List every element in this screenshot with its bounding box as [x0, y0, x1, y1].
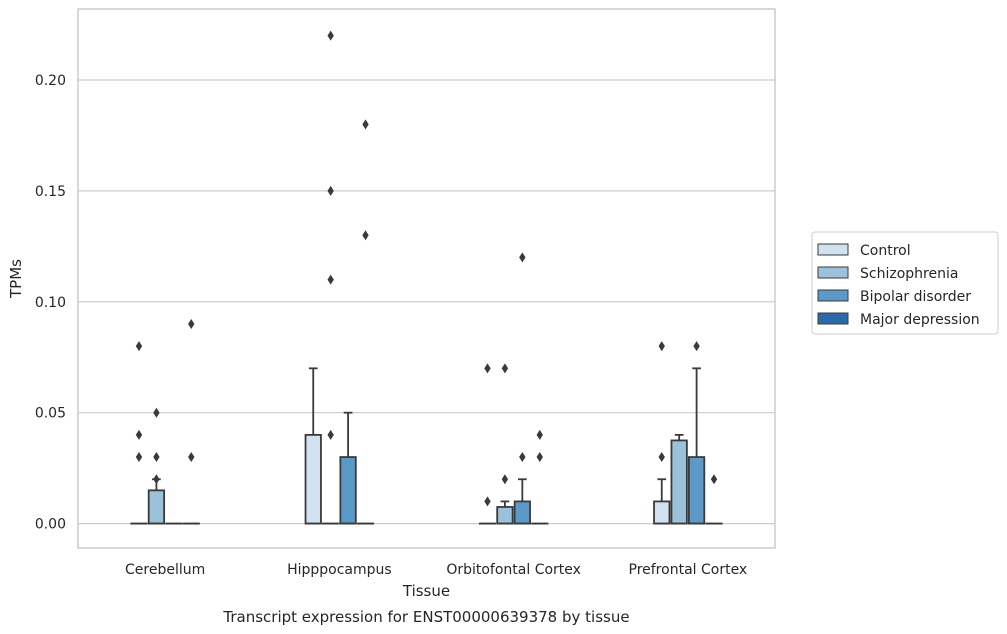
- legend-label: Control: [860, 243, 911, 259]
- outlier-point: [153, 407, 160, 418]
- outlier-point: [501, 363, 509, 374]
- outlier-point: [362, 230, 369, 241]
- box-schizophrenia: [147, 407, 166, 525]
- outlier-point: [536, 452, 543, 463]
- box-schizophrenia: [670, 433, 688, 525]
- outlier-point: [536, 429, 543, 440]
- legend-label: Major depression: [860, 312, 980, 328]
- box-major-depression: [182, 318, 200, 525]
- box-control: [653, 341, 671, 525]
- legend-swatch: [817, 312, 849, 325]
- box-body: [147, 489, 166, 525]
- outlier-point: [658, 452, 665, 463]
- box-major-depression: [705, 474, 723, 525]
- box-body: [496, 506, 514, 525]
- outlier-point: [327, 185, 334, 196]
- x-axis-label: Tissue: [402, 582, 450, 600]
- x-tick-label: Hipppocampus: [287, 562, 392, 578]
- outlier-point: [710, 474, 718, 485]
- plot-frame: [77, 8, 776, 549]
- legend-swatch: [817, 266, 849, 279]
- outlier-point: [327, 274, 334, 285]
- y-tick-label: 0.15: [35, 184, 66, 200]
- outlier-point: [153, 452, 160, 463]
- chart-title: Transcript expression for ENST0000063937…: [222, 608, 629, 626]
- boxes: [130, 30, 723, 525]
- outlier-point: [327, 429, 334, 440]
- box-body: [670, 439, 688, 525]
- y-tick-label: 0.10: [35, 295, 66, 311]
- legend-swatch: [817, 243, 849, 256]
- outlier-point: [484, 496, 491, 507]
- y-tick-label: 0.05: [35, 406, 66, 422]
- legend-label: Schizophrenia: [860, 266, 958, 282]
- box-body: [339, 456, 357, 525]
- y-tick-labels: 0.00 0.05 0.10 0.15 0.20: [35, 73, 66, 533]
- box-body: [304, 433, 322, 525]
- outlier-point: [188, 318, 195, 329]
- x-tick-labels: Cerebellum Hipppocampus Orbitofontal Corte…: [125, 562, 747, 578]
- box-bipolar-disorder: [513, 252, 531, 525]
- box-control: [478, 363, 497, 525]
- outlier-point: [153, 474, 160, 485]
- legend-frame: [811, 231, 999, 335]
- box-schizophrenia: [496, 363, 514, 525]
- box-control: [130, 341, 148, 525]
- legend-swatch: [817, 289, 849, 302]
- x-tick-label: Prefrontal Cortex: [629, 562, 748, 578]
- legend: Control Schizophrenia Bipolar disorder Majo…: [811, 231, 999, 335]
- outlier-point: [658, 341, 665, 352]
- outlier-point: [135, 341, 143, 352]
- x-tick-label: Cerebellum: [125, 562, 205, 578]
- box-schizophrenia: [322, 30, 340, 525]
- box-body: [513, 500, 531, 525]
- outlier-point: [327, 30, 334, 41]
- box-major-depression: [531, 429, 549, 525]
- outlier-point: [135, 452, 143, 463]
- box-bipolar-disorder: [339, 411, 357, 525]
- box-body: [687, 456, 706, 525]
- outlier-point: [693, 341, 700, 352]
- legend-label: Bipolar disorder: [860, 289, 971, 305]
- y-tick-label: 0.20: [35, 73, 66, 89]
- outlier-point: [362, 119, 369, 130]
- outlier-point: [501, 474, 509, 485]
- outlier-point: [135, 429, 143, 440]
- x-tick-label: Orbitofontal Cortex: [446, 562, 581, 578]
- outlier-point: [484, 363, 491, 374]
- outlier-point: [519, 252, 526, 263]
- y-axis-label: TPMs: [7, 259, 25, 299]
- box-bipolar-disorder: [687, 341, 706, 525]
- outlier-point: [188, 452, 195, 463]
- outlier-point: [519, 452, 526, 463]
- box-major-depression: [356, 119, 375, 525]
- y-tick-label: 0.00: [35, 517, 66, 533]
- box-body: [653, 500, 671, 525]
- box-control: [304, 367, 322, 525]
